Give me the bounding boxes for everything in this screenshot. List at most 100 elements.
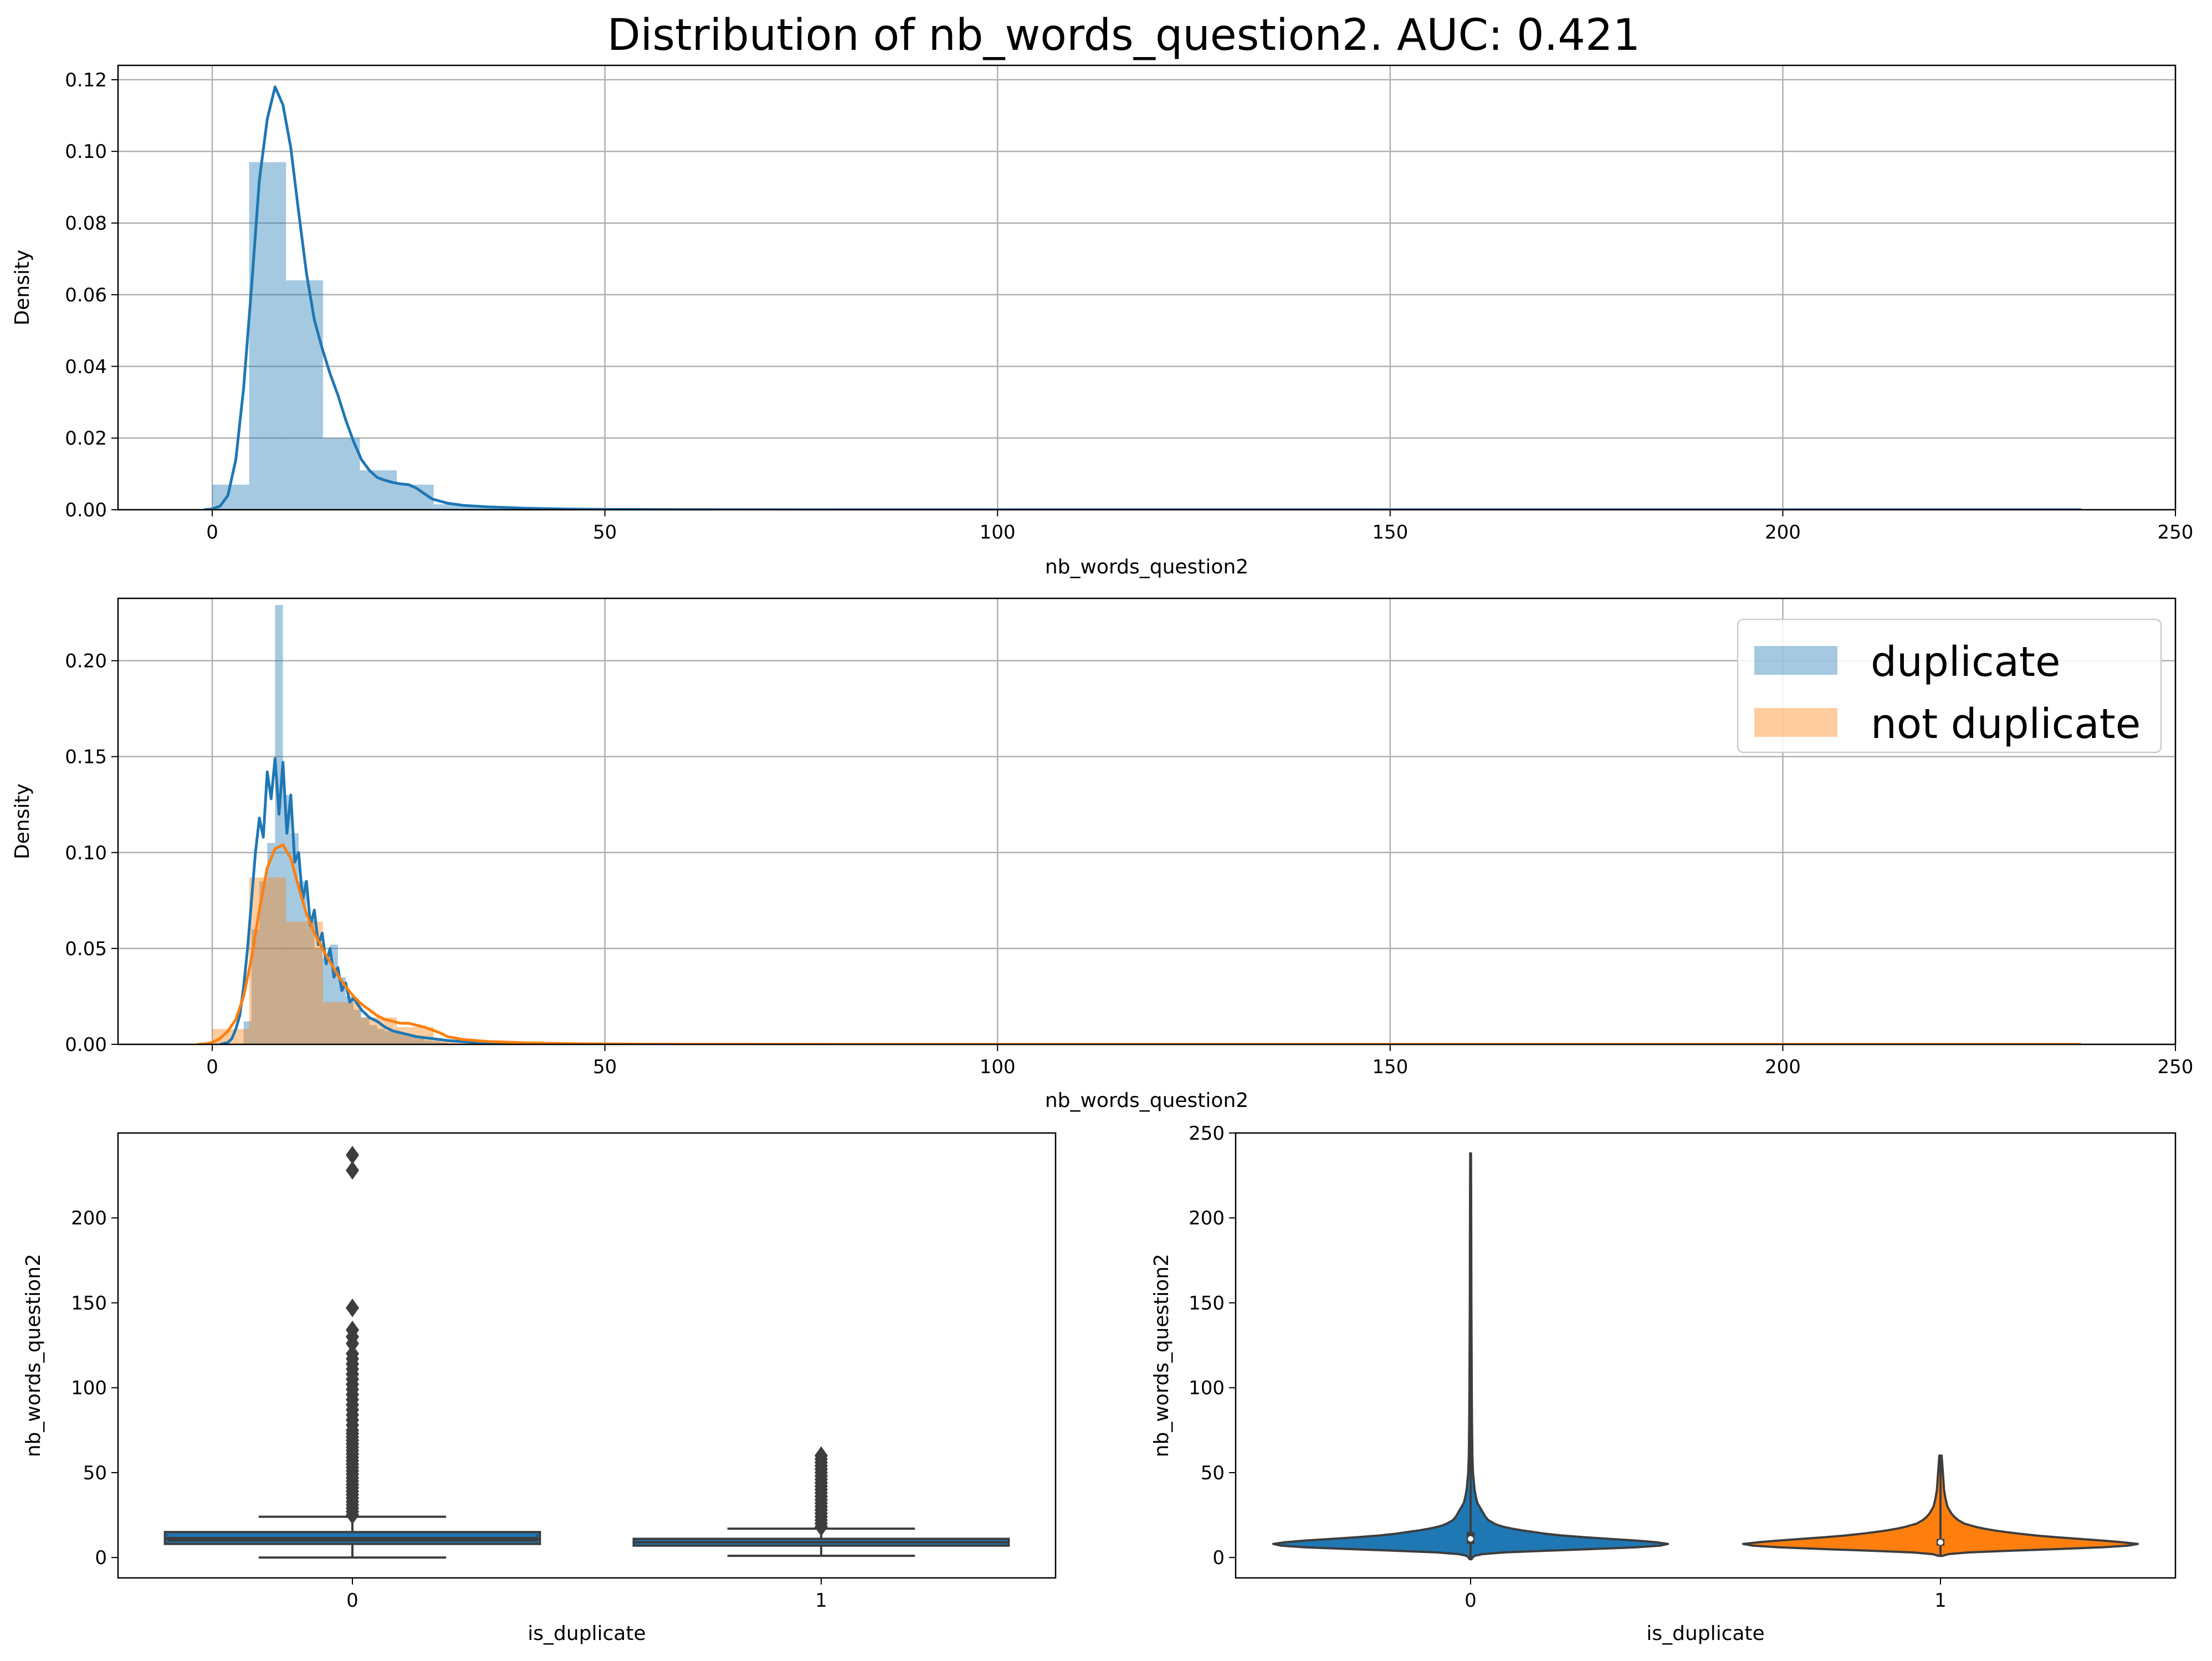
violin-0 [1272,1152,1670,1561]
series-1-kde-line [219,757,2081,1044]
y-tick-label: 0 [1212,1547,1225,1569]
outlier-marker [346,1320,359,1340]
y-tick-label: 0.00 [65,499,107,521]
box-plot-panel: 0 50 100 150 200 0 1 is_duplicate nb_words_quest… [22,1132,1057,1645]
x-tick-label: 200 [1765,1056,1801,1078]
legend-swatch [1754,708,1837,737]
violin-1 [1742,1454,2139,1557]
x-tick-label: 0 [346,1590,359,1612]
x-tick-label: 0 [206,1056,218,1078]
series-2-hist-bar [249,877,286,1044]
x-axis-label: nb_words_question2 [1045,556,1248,578]
distribution-panel-2: 0 50 100 150 200 250 0.00 0.05 0.10 0.15 0.20 nb_wo… [11,597,2194,1112]
series-1-hist-bar [251,929,260,1044]
box-1 [632,1446,1010,1557]
density-hist-bar [433,504,471,510]
y-tick-label: 0.00 [65,1034,107,1056]
legend: duplicate not duplicate [1737,618,2162,753]
x-tick-label: 100 [980,1056,1016,1078]
x-tick-label: 1 [1934,1590,1947,1612]
series-1-hist-bar [337,977,346,1044]
y-tick-label: 0.15 [65,746,107,768]
y-tick-label: 0 [95,1547,107,1569]
series-1-hist-bar [385,1031,393,1044]
legend-swatch [1754,646,1837,675]
series-1-hist-bar [259,881,268,1044]
axes-frame [117,1132,1057,1579]
x-tick-label: 100 [980,521,1016,544]
y-tick-label: 250 [1189,1122,1225,1145]
series-1-hist-bar [377,1029,385,1044]
y-tick-label: 0.05 [65,938,107,960]
series-1-hist-bar [393,1033,401,1044]
series-1-hist-bar [267,843,275,1044]
axes-frame [117,64,2177,511]
y-tick-label: 150 [71,1292,107,1314]
y-tick-label: 50 [1201,1462,1225,1484]
density-hist-bar [286,280,323,510]
x-tick-label: 50 [593,1056,617,1078]
y-tick-label: 0.06 [65,284,107,306]
density-hist-bar [360,470,397,510]
density-hist-bar [249,162,286,510]
series-1-hist-bar [306,919,315,1044]
y-axis-label: Density [11,250,34,326]
series-2-kde-line [196,843,2081,1044]
series-1-hist-bar [275,605,283,1044]
plot-area [196,605,2081,1044]
x-tick-label: 0 [1465,1590,1477,1612]
y-tick-label: 0.20 [65,650,107,673]
box-0 [163,1146,541,1559]
y-tick-label: 0.08 [65,213,107,235]
y-axis-label: nb_words_question2 [22,1254,45,1457]
series-1-hist-bar [314,948,322,1044]
series-2-hist-bar [433,1040,471,1044]
outlier-marker [346,1146,359,1165]
outlier-marker [346,1298,359,1317]
series-1-hist-bar [243,1021,252,1044]
series-1-hist-bar [361,1017,370,1044]
series-1-hist-bar [440,1042,448,1044]
y-axis-label: nb_words_question2 [1150,1254,1173,1457]
x-tick-label: 0 [206,521,218,544]
x-axis-label: is_duplicate [1646,1622,1764,1645]
y-tick-label: 200 [71,1207,107,1229]
y-tick-label: 0.12 [65,69,107,91]
x-tick-label: 250 [2158,521,2194,544]
distribution-panel-1: 0 50 100 150 200 250 0.00 0.02 0.04 0.06 0.08 0.10 0… [11,64,2194,578]
x-tick-label: 1 [815,1590,827,1612]
y-tick-label: 200 [1189,1207,1225,1229]
y-axis-label: Density [11,783,34,859]
series-1-hist-bar [298,881,307,1044]
x-tick-label: 250 [2158,1056,2194,1078]
outlier-marker [346,1161,359,1180]
violin-plot-panel: 0 50 100 150 200 250 0 1 is_duplicate nb_words_qu… [1150,1122,2177,1645]
axes-frame [1235,1132,2177,1579]
y-tick-label: 0.02 [65,428,107,450]
x-axis-label: is_duplicate [528,1622,646,1645]
figure-title: Distribution of nb_words_question2. AUC:… [607,11,1641,60]
outlier-marker [815,1446,828,1465]
series-1-hist-bar [369,1025,377,1044]
series-1-hist-bar [432,1041,441,1044]
y-tick-label: 100 [71,1377,107,1399]
series-1-hist-bar [345,996,354,1044]
outlier-marker [346,1344,359,1363]
y-tick-label: 0.10 [65,842,107,864]
x-tick-label: 200 [1765,521,1801,544]
legend-label: duplicate [1871,638,2061,686]
series-1-hist-bar [322,958,330,1044]
x-tick-label: 150 [1372,1056,1408,1078]
series-1-hist-bar [416,1038,424,1044]
legend-box [1737,618,2162,753]
series-2-hist-bar [212,1029,249,1044]
violin-median-dot [1938,1539,1943,1545]
density-hist-bar [322,438,360,510]
legend-label: not duplicate [1871,700,2141,748]
violin-median-dot [1468,1536,1473,1542]
y-tick-label: 50 [83,1462,107,1484]
y-tick-label: 0.10 [65,141,107,163]
axes-frame [117,597,2177,1045]
